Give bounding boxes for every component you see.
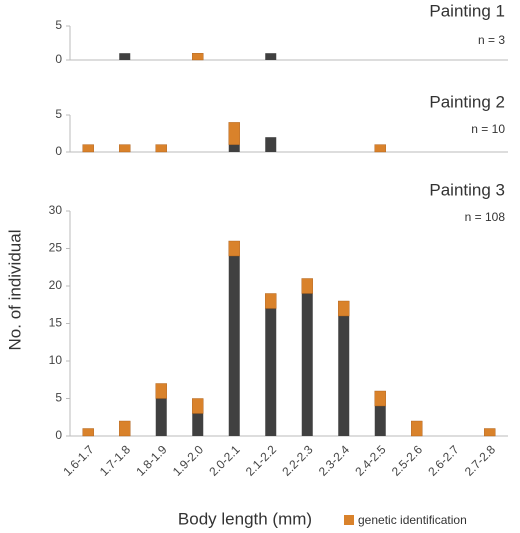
x-axis-label: Body length (mm) — [178, 509, 312, 528]
bar-segment — [411, 420, 423, 437]
bar-segment — [265, 308, 277, 436]
y-tick-label: 5 — [55, 391, 62, 405]
y-tick-label: 0 — [55, 52, 62, 66]
bar-segment — [192, 413, 204, 436]
bar-segment — [228, 144, 240, 152]
bar-segment — [155, 398, 167, 436]
bar-segment — [265, 137, 277, 152]
y-tick-label: 25 — [49, 241, 63, 255]
bar-segment — [301, 293, 313, 436]
y-tick-label: 5 — [55, 18, 62, 32]
bar-segment — [192, 398, 204, 414]
bar-segment — [82, 144, 94, 153]
legend-label: genetic identification — [358, 513, 467, 527]
bar-segment — [119, 420, 131, 437]
bar-segment — [119, 53, 131, 60]
y-tick-label: 10 — [49, 353, 63, 367]
x-tick-label: 2.7-2.8 — [462, 442, 499, 479]
x-tick-label: 1.8-1.9 — [133, 442, 170, 479]
x-tick-label: 2.2-2.3 — [279, 442, 316, 479]
x-tick-label: 2.1-2.2 — [243, 442, 280, 479]
bar-segment — [301, 278, 313, 294]
bar-segment — [338, 316, 350, 436]
x-tick-label: 2.5-2.6 — [389, 442, 426, 479]
panel-annotation: n = 10 — [471, 122, 505, 136]
bar-segment — [192, 53, 204, 61]
y-tick-label: 0 — [55, 428, 62, 442]
bar-segment — [265, 53, 277, 60]
x-tick-label: 1.7-1.8 — [97, 442, 134, 479]
bar-segment — [228, 240, 240, 257]
bar-segment — [374, 144, 386, 153]
bar-segment — [155, 144, 167, 153]
x-tick-label: 2.3-2.4 — [316, 442, 353, 479]
bar-segment — [82, 428, 94, 437]
x-tick-label: 1.9-2.0 — [170, 442, 207, 479]
panel-annotation: n = 108 — [465, 210, 506, 224]
bar-segment — [338, 300, 350, 317]
bar-segment — [374, 406, 386, 436]
y-tick-label: 0 — [55, 144, 62, 158]
y-axis-label: No. of individual — [5, 230, 24, 351]
x-tick-label: 1.6-1.7 — [60, 442, 97, 479]
y-tick-label: 30 — [49, 203, 63, 217]
panel-title: Painting 3 — [429, 180, 505, 199]
bar-segment — [374, 390, 386, 407]
bar-segment — [155, 383, 167, 399]
x-tick-label: 2.4-2.5 — [352, 442, 389, 479]
panel-title: Painting 2 — [429, 92, 505, 111]
legend-swatch — [344, 515, 354, 525]
x-tick-label: 2.6-2.7 — [425, 442, 462, 479]
y-tick-label: 15 — [49, 316, 63, 330]
x-tick-label: 2.0-2.1 — [206, 442, 243, 479]
y-tick-label: 5 — [55, 107, 62, 121]
bar-segment — [484, 428, 496, 437]
y-tick-label: 20 — [49, 278, 63, 292]
bar-segment — [265, 293, 277, 309]
panel-title: Painting 1 — [429, 1, 505, 20]
bar-segment — [119, 144, 131, 153]
bar-segment — [228, 122, 240, 145]
panel-annotation: n = 3 — [478, 33, 505, 47]
bar-segment — [228, 256, 240, 436]
